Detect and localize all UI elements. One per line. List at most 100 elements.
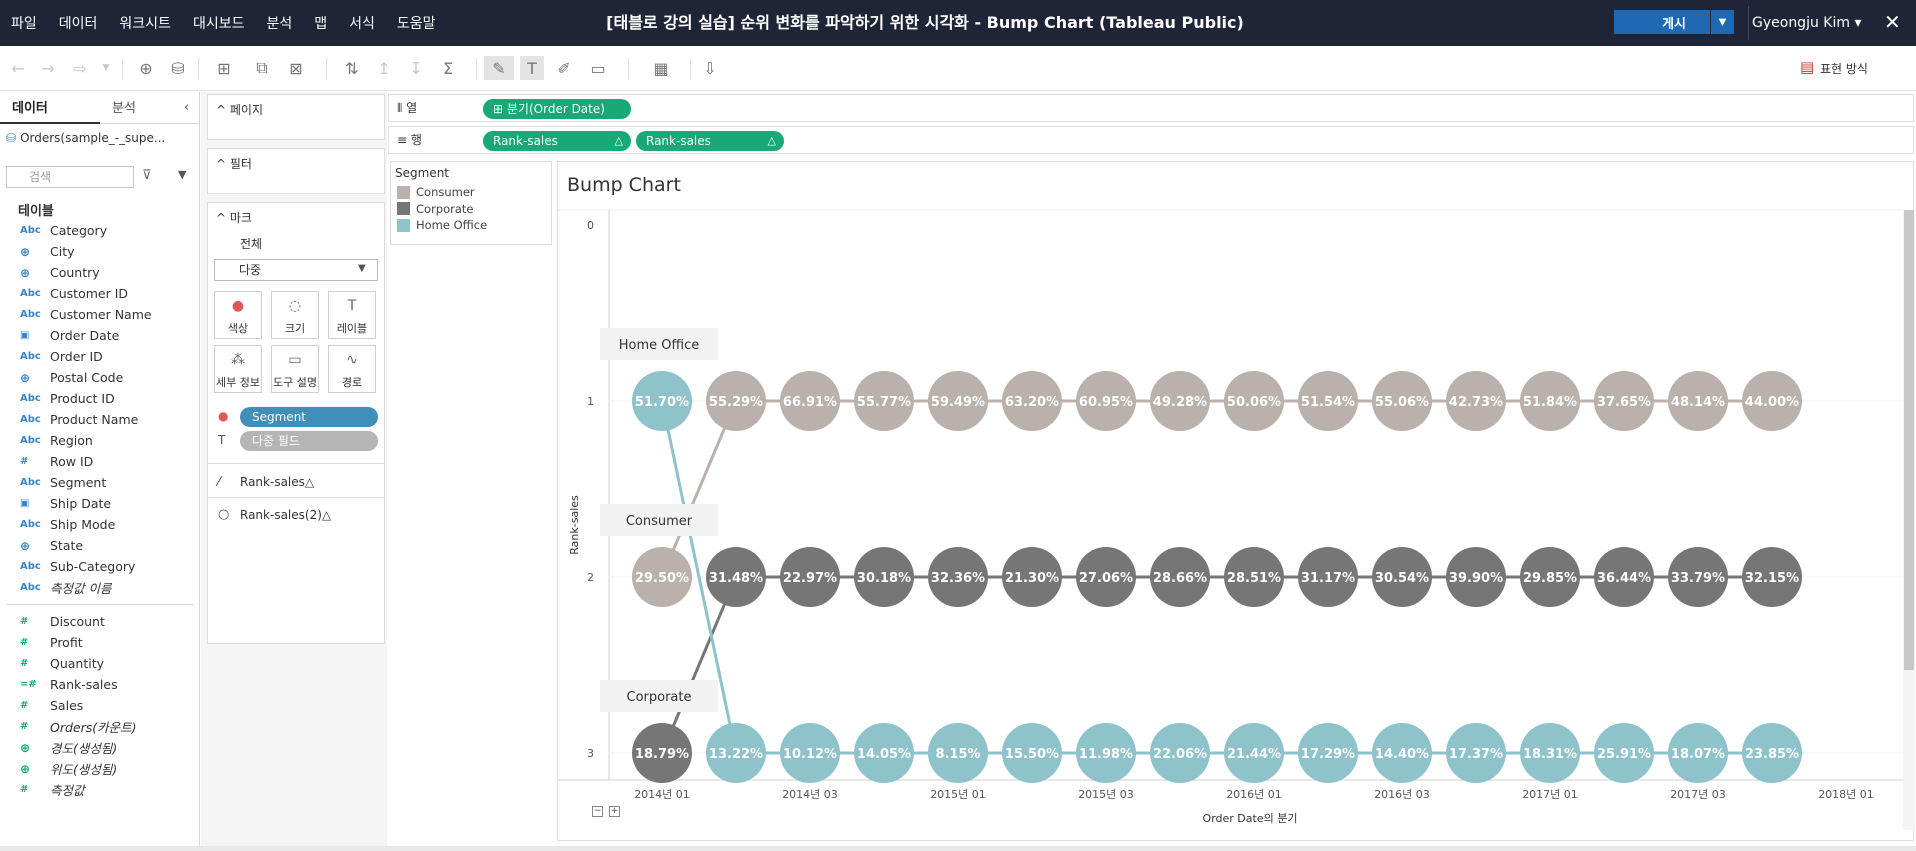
data-point[interactable] [1076, 371, 1136, 431]
data-point[interactable] [1076, 723, 1136, 783]
field-item[interactable]: =# Rank-sales [0, 674, 200, 695]
menu-item[interactable]: 분석 [266, 16, 293, 32]
field-item[interactable]: Abc Customer Name [0, 304, 200, 325]
new-worksheet-icon[interactable]: ⊞ [217, 58, 231, 78]
data-point[interactable] [1298, 371, 1358, 431]
field-item[interactable]: ▣ Ship Date [0, 493, 200, 514]
data-source[interactable]: ⛁ Orders(sample_-_supe... [6, 128, 196, 148]
field-item[interactable]: # Row ID [0, 451, 200, 472]
publish-button[interactable]: 게시 [1614, 10, 1734, 34]
rows-pill-rank-sales[interactable]: Rank-sales △ [483, 131, 631, 151]
menu-item[interactable]: 데이터 [58, 16, 98, 32]
field-item[interactable]: ⊕ 경도(생성됨) [0, 737, 200, 758]
expand-icon[interactable]: + [609, 806, 620, 817]
show-mark-labels-icon[interactable]: T [520, 56, 544, 80]
color-button[interactable]: ● 색상 [214, 291, 262, 339]
format-workbook-icon[interactable]: ✐ [557, 58, 571, 78]
data-point[interactable] [928, 723, 988, 783]
show-me-button[interactable]: 표현 방식 [1820, 62, 1868, 76]
data-point[interactable] [1594, 547, 1654, 607]
data-point[interactable] [928, 547, 988, 607]
field-item[interactable]: # Quantity [0, 653, 200, 674]
data-point[interactable] [706, 371, 766, 431]
menu-item[interactable]: 서식 [349, 16, 375, 32]
sort-ascending-icon[interactable]: ↥ [377, 58, 391, 78]
filter-icon[interactable]: ⊽ [142, 168, 152, 183]
tab-data[interactable]: 데이터 [12, 101, 48, 116]
field-item[interactable]: Abc Customer ID [0, 283, 200, 304]
collapse-pane-icon[interactable]: ‹ [184, 100, 190, 115]
field-item[interactable]: Abc Category [0, 220, 200, 241]
data-point[interactable] [1520, 547, 1580, 607]
legend-item[interactable]: Consumer [397, 184, 475, 200]
show-me-icon[interactable]: ▤ [1800, 58, 1815, 76]
data-point[interactable] [1298, 547, 1358, 607]
data-point[interactable] [1668, 371, 1728, 431]
marks-rank-sales-2[interactable]: Rank-sales(2)△ [240, 508, 332, 522]
mark-type-select[interactable]: 다중 [214, 259, 378, 281]
field-item[interactable]: Abc Region [0, 430, 200, 451]
pause-updates-icon[interactable]: ⛁ [171, 58, 185, 78]
rows-pill-rank-sales-2[interactable]: Rank-sales △ [636, 131, 784, 151]
data-point[interactable] [854, 371, 914, 431]
data-point[interactable] [1224, 547, 1284, 607]
data-point[interactable] [1446, 547, 1506, 607]
data-point[interactable] [706, 547, 766, 607]
data-point[interactable] [1742, 371, 1802, 431]
data-point[interactable] [1372, 723, 1432, 783]
undo-icon[interactable]: ← [11, 58, 25, 78]
data-point[interactable] [706, 723, 766, 783]
marks-all-tab[interactable]: 전체 [240, 237, 263, 251]
menu-item[interactable]: 맵 [314, 16, 328, 32]
data-point[interactable] [1594, 723, 1654, 783]
field-item[interactable]: ▣ Order Date [0, 325, 200, 346]
chevron-down-icon[interactable]: ▼ [178, 168, 187, 181]
detail-button[interactable]: ⁂ 세부 정보 [214, 345, 262, 393]
user-menu[interactable]: Gyeongju Kim ▾ [1752, 15, 1862, 31]
share-icon[interactable]: ⇩ [703, 58, 717, 78]
data-point[interactable] [1520, 371, 1580, 431]
search-input[interactable]: 검색 [6, 166, 134, 188]
publish-dropdown-icon[interactable]: ▼ [1710, 10, 1734, 34]
field-item[interactable]: # Sales [0, 695, 200, 716]
path-button[interactable]: ∿ 경로 [328, 345, 376, 393]
columns-shelf[interactable]: ⦀ 열 ⊞ 분기(Order Date) [388, 94, 1914, 122]
tab-analysis[interactable]: 분석 [112, 101, 136, 116]
bump-chart[interactable]: 0 1 2 3 Rank-sales 2014년 01 2014년 03 2015년 01 20… [558, 162, 1915, 842]
data-point[interactable] [1076, 547, 1136, 607]
data-point[interactable] [1372, 547, 1432, 607]
collapse-icon[interactable]: − [592, 806, 603, 817]
data-point[interactable] [1372, 371, 1432, 431]
size-button[interactable]: ◌ 크기 [271, 291, 319, 339]
new-data-source-icon[interactable]: ⊕ [139, 58, 153, 78]
replay-icon[interactable]: ⇨ [73, 58, 87, 78]
data-point[interactable] [1594, 371, 1654, 431]
legend-item[interactable]: Home Office [397, 217, 487, 233]
multi-field-pill[interactable]: 다중 필드 [240, 431, 378, 451]
data-point[interactable] [928, 371, 988, 431]
data-point[interactable] [1742, 547, 1802, 607]
filters-card[interactable]: ^ 필터 [207, 148, 385, 194]
field-item[interactable]: ⊕ City [0, 241, 200, 262]
clear-sheet-icon[interactable]: ⊠ [289, 58, 303, 78]
sort-descending-icon[interactable]: ↧ [409, 58, 423, 78]
segment-pill[interactable]: Segment [240, 407, 378, 427]
data-point[interactable] [780, 547, 840, 607]
data-point[interactable] [1224, 723, 1284, 783]
menu-item[interactable]: 도움말 [396, 16, 436, 32]
legend-item[interactable]: Corporate [397, 201, 474, 217]
field-item[interactable]: Abc Product ID [0, 388, 200, 409]
menu-item[interactable]: 대시보드 [192, 16, 245, 32]
data-point[interactable] [1002, 371, 1062, 431]
tooltip-button[interactable]: ▭ 도구 설명 [271, 345, 319, 393]
columns-pill-quarter[interactable]: ⊞ 분기(Order Date) [483, 99, 631, 119]
rows-shelf[interactable]: ≡ 행 Rank-sales △ Rank-sales △ [388, 126, 1914, 154]
field-item[interactable]: Abc Order ID [0, 346, 200, 367]
data-point[interactable] [1224, 371, 1284, 431]
field-item[interactable]: # 측정값 [0, 779, 200, 800]
menu-item[interactable]: 워크시트 [119, 16, 171, 32]
field-item[interactable]: ⊕ Country [0, 262, 200, 283]
field-item[interactable]: Abc 측정값 이름 [0, 577, 200, 598]
field-item[interactable]: ⊕ 위도(생성됨) [0, 758, 200, 779]
totals-icon[interactable]: Σ [442, 58, 454, 78]
